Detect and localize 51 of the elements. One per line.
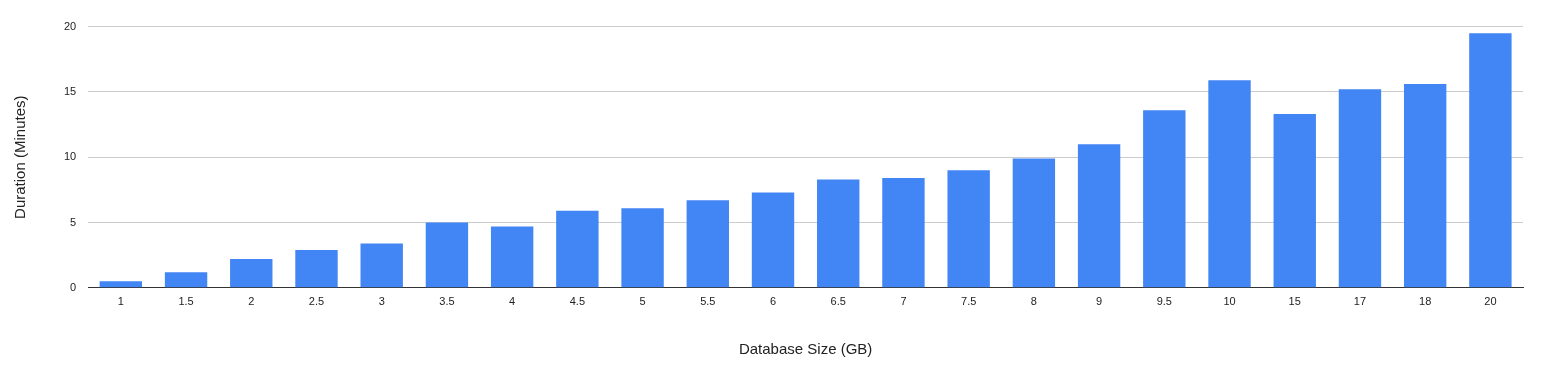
x-tick-label: 20 [1484,295,1497,308]
x-tick-label: 3.5 [439,295,455,308]
x-tick-label: 9.5 [1156,295,1172,308]
x-tick-label: 17 [1353,295,1367,308]
bar [1077,144,1121,288]
x-tick-label: 7 [900,295,907,308]
x-tick-label: 3 [378,295,385,308]
x-tick-label: 5 [639,295,646,308]
x-tick-label: 4.5 [569,295,586,308]
bar [751,192,795,288]
x-tick-label: 6.5 [830,295,846,308]
x-tick-label: 2.5 [308,295,325,308]
bar [1403,84,1447,288]
bar [947,170,990,288]
bar [425,222,469,288]
x-tick-label: 18 [1419,295,1432,308]
bar [1273,114,1316,288]
x-tick-label: 2 [248,295,255,308]
bar [164,272,208,288]
bar [1208,80,1251,288]
bar [817,179,860,288]
x-tick-label: 6 [769,295,777,308]
x-tick-label: 5.5 [700,295,716,308]
y-tick-label: 0 [70,280,77,293]
x-tick-label: 10 [1223,295,1236,308]
x-tick-label: 1.5 [178,295,194,308]
y-axis-title: Duration (Minutes) [11,95,29,219]
y-tick-label: 20 [63,19,77,32]
x-tick-label: 4 [509,295,516,308]
bar [490,226,534,288]
bar [360,243,403,288]
x-tick-label: 15 [1288,295,1301,308]
bar [882,178,925,288]
bar [1338,89,1382,288]
bar [295,249,338,288]
bar [1469,33,1512,288]
bar [1012,158,1056,288]
x-tick-label: 1 [117,295,124,308]
x-tick-label: 7.5 [961,295,977,308]
y-tick-label: 15 [63,84,77,97]
bar [686,200,729,288]
bar [1143,110,1186,288]
bar [556,210,599,288]
x-axis-title: Database Size (GB) [738,340,873,358]
bar [230,259,273,288]
y-tick-label: 5 [70,215,77,228]
bar [621,208,664,288]
x-tick-label: 8 [1030,295,1037,308]
bar [99,281,143,288]
y-tick-label: 10 [63,150,77,163]
x-tick-label: 9 [1096,295,1103,308]
